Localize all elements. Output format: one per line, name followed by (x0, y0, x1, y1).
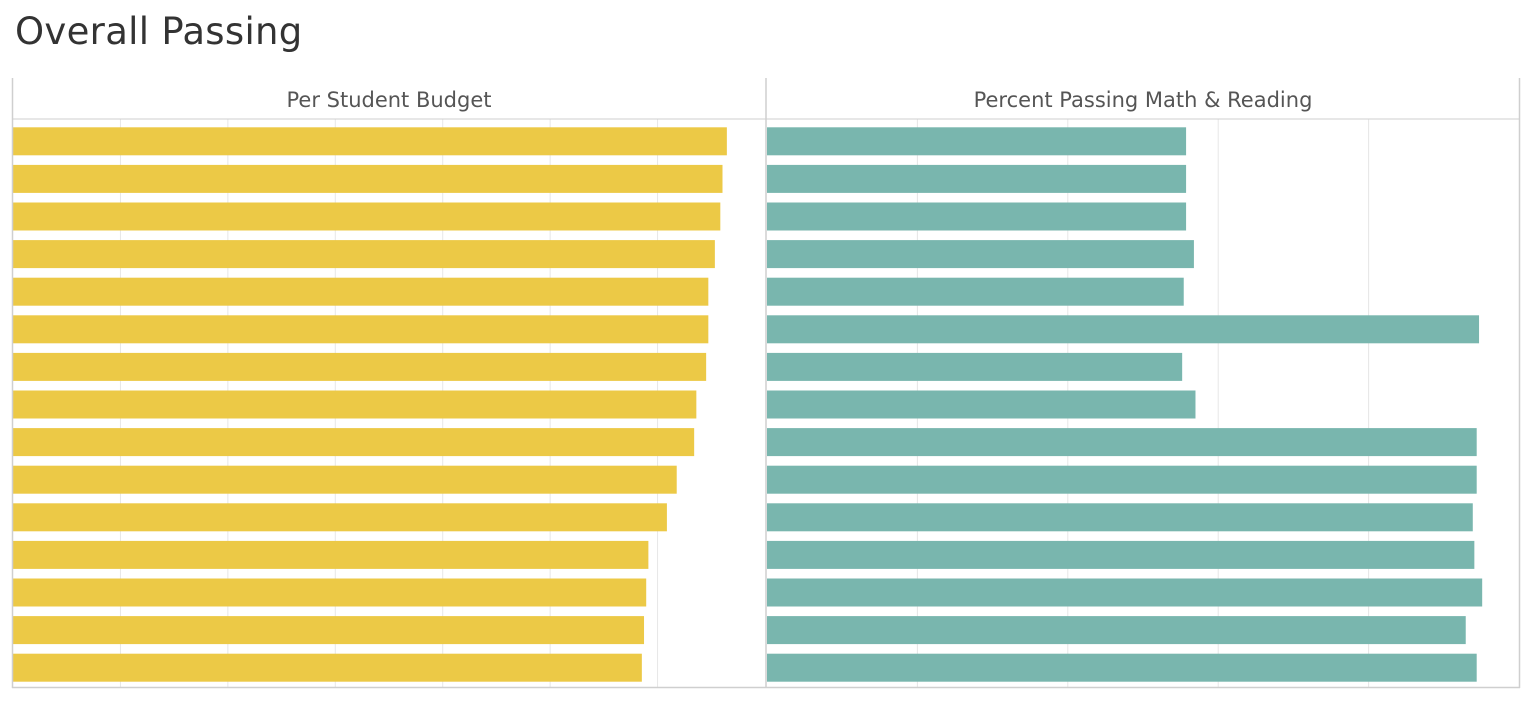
bar-budget-15[interactable] (13, 653, 642, 682)
bar-budget-10[interactable] (13, 465, 677, 494)
bar-budget-1[interactable] (13, 127, 727, 156)
bar-passing-10[interactable] (767, 465, 1477, 494)
bar-passing-5[interactable] (767, 277, 1184, 306)
bar-budget-5[interactable] (13, 277, 709, 306)
panel-percent-passing: Percent Passing Math & Reading (767, 88, 1483, 687)
bar-passing-9[interactable] (767, 428, 1477, 457)
bar-passing-1[interactable] (767, 127, 1187, 156)
bar-budget-6[interactable] (13, 315, 709, 344)
bar-budget-12[interactable] (13, 540, 649, 569)
panel-header-passing: Percent Passing Math & Reading (974, 88, 1313, 112)
bar-passing-3[interactable] (767, 202, 1187, 231)
bar-budget-3[interactable] (13, 202, 721, 231)
bar-passing-4[interactable] (767, 240, 1194, 269)
bar-passing-7[interactable] (767, 352, 1183, 381)
bar-budget-4[interactable] (13, 240, 715, 269)
bar-passing-8[interactable] (767, 390, 1196, 419)
bar-passing-2[interactable] (767, 164, 1187, 193)
bar-passing-12[interactable] (767, 540, 1475, 569)
bar-budget-9[interactable] (13, 428, 695, 457)
bar-passing-15[interactable] (767, 653, 1477, 682)
bar-budget-7[interactable] (13, 352, 707, 381)
page-title: Overall Passing (15, 10, 303, 53)
chart-borders (11, 78, 1521, 689)
panel-header-budget: Per Student Budget (286, 88, 491, 112)
bar-passing-14[interactable] (767, 616, 1466, 645)
bar-budget-2[interactable] (13, 164, 723, 193)
bar-budget-14[interactable] (13, 616, 645, 645)
bar-passing-13[interactable] (767, 578, 1483, 607)
bar-passing-6[interactable] (767, 315, 1480, 344)
panel-per-student-budget: Per Student Budget (13, 88, 727, 687)
bar-budget-11[interactable] (13, 503, 667, 532)
bar-budget-8[interactable] (13, 390, 697, 419)
bar-budget-13[interactable] (13, 578, 647, 607)
bar-passing-11[interactable] (767, 503, 1473, 532)
